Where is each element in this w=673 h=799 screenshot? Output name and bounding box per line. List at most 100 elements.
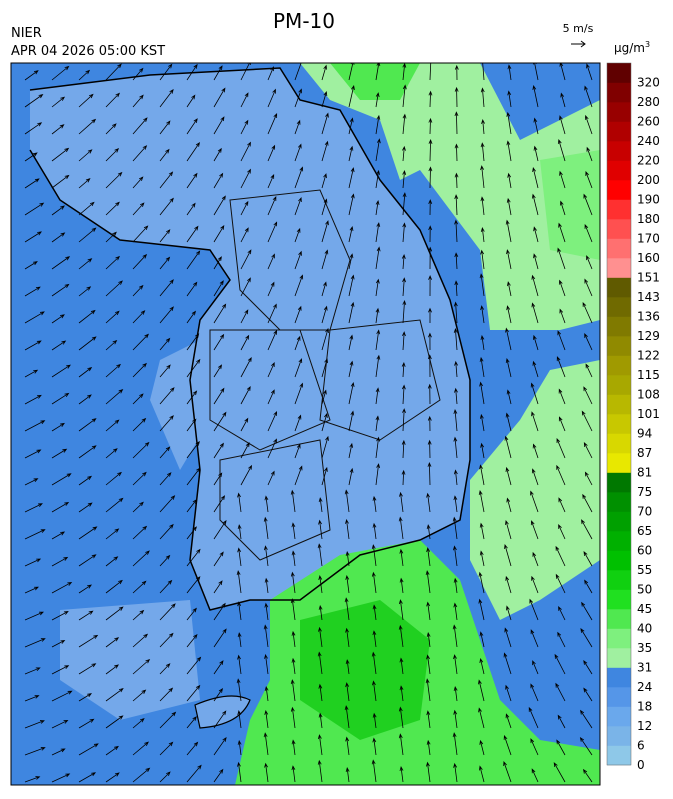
wind-arrow <box>348 467 354 486</box>
wind-arrow <box>264 577 269 594</box>
colorbar-box <box>607 316 631 337</box>
wind-arrow <box>105 339 118 351</box>
wind-arrow <box>159 554 171 567</box>
wind-arrow <box>557 714 566 729</box>
land-area <box>30 68 470 610</box>
colorbar-label: 0 <box>637 758 645 772</box>
wind-arrow <box>51 96 66 108</box>
wind-arrow <box>186 172 198 189</box>
wind-arrow <box>213 411 227 432</box>
colorbar-label: 180 <box>637 212 660 226</box>
wind-arrow <box>294 143 302 162</box>
colorbar-label: 55 <box>637 563 652 577</box>
colorbar: 0 6 12 18 24 31 35 40 45 50 55 60 65 70 75 81 87 94 101 108… <box>606 62 660 772</box>
wind-arrow <box>132 501 144 513</box>
wind-arrow <box>24 231 42 243</box>
wind-arrow <box>533 253 539 270</box>
colorbar-label: 260 <box>637 115 660 129</box>
wind-arrow <box>240 386 251 405</box>
wind-arrow <box>213 364 223 378</box>
wind-arrow <box>429 63 432 81</box>
wind-arrow <box>294 335 301 351</box>
wind-arrow <box>371 571 377 594</box>
wind-arrow <box>345 682 350 702</box>
wind-arrow <box>321 435 329 459</box>
colorbar-box <box>607 492 631 512</box>
wind-arrow <box>240 227 249 243</box>
colorbar-label: 170 <box>637 232 660 246</box>
wind-arrow <box>372 522 377 540</box>
wind-arrow <box>559 308 566 324</box>
wind-arrow <box>159 197 174 216</box>
colorbar-label: 50 <box>637 583 652 597</box>
map-area <box>11 63 600 785</box>
wind-arrow <box>294 274 304 297</box>
wind-arrow <box>321 220 329 243</box>
colorbar-label: 122 <box>637 349 660 363</box>
wind-arrow <box>267 329 278 351</box>
wind-arrow <box>159 387 175 405</box>
wind-arrow <box>105 231 117 243</box>
wind-arrow <box>132 658 151 675</box>
wind-arrow <box>159 120 171 135</box>
colorbar-label: 70 <box>637 505 652 519</box>
wind-arrow <box>105 389 124 405</box>
wind-arrow <box>559 115 566 135</box>
wind-arrow <box>105 497 124 513</box>
wind-arrow <box>557 138 566 162</box>
wind-arrow <box>427 415 432 432</box>
wind-arrow <box>401 253 406 270</box>
wind-arrow <box>557 631 566 648</box>
wind-arrow <box>453 328 458 351</box>
wind-arrow <box>454 172 459 189</box>
wind-arrow <box>51 581 73 594</box>
colorbar-box <box>607 121 631 142</box>
wind-arrow <box>479 273 485 297</box>
wind-arrow <box>159 63 173 81</box>
wind-arrow <box>267 66 274 81</box>
wind-arrow <box>24 638 46 648</box>
wind-arrow <box>186 607 197 621</box>
colorbar-box <box>607 63 631 83</box>
wind-arrow <box>51 640 66 648</box>
wind-arrow <box>372 712 377 729</box>
wind-arrow <box>290 598 296 621</box>
wind-arrow <box>213 628 227 648</box>
wind-arrow <box>428 139 433 162</box>
wind-arrow <box>240 277 251 297</box>
wind-arrow <box>345 550 350 567</box>
wind-arrow <box>186 250 201 270</box>
wind-arrow <box>480 442 485 459</box>
wind-arrow <box>213 87 226 108</box>
wind-arrow <box>240 119 249 135</box>
colorbar-label: 108 <box>637 388 660 402</box>
wind-arrow <box>558 222 566 243</box>
agency: NIER <box>11 26 42 41</box>
colorbar-label: 320 <box>637 76 660 90</box>
wind-arrow <box>240 200 249 216</box>
wind-arrow <box>532 360 539 378</box>
wind-arrow <box>504 435 512 459</box>
wind-arrow <box>24 695 40 702</box>
wind-arrow <box>132 225 149 243</box>
wind-arrow <box>105 664 119 675</box>
wind-arrow <box>186 333 200 351</box>
wind-arrow <box>558 279 566 297</box>
wind-arrow <box>375 463 381 486</box>
wind-arrow <box>159 523 174 540</box>
wind-arrow <box>478 571 485 594</box>
wind-arrow <box>584 223 593 243</box>
wind-arrow <box>481 119 485 135</box>
wind-arrow <box>531 468 539 486</box>
colorbar-label: 280 <box>637 95 660 109</box>
wind-arrow <box>267 113 278 135</box>
wind-arrow <box>186 225 199 243</box>
wind-arrow <box>321 412 328 432</box>
wind-arrow <box>263 545 269 567</box>
wind-arrow <box>267 362 275 378</box>
wind-arrow <box>453 709 458 729</box>
wind-arrow <box>345 767 350 783</box>
wind-arrow <box>294 250 302 270</box>
wind-arrow <box>186 310 196 324</box>
